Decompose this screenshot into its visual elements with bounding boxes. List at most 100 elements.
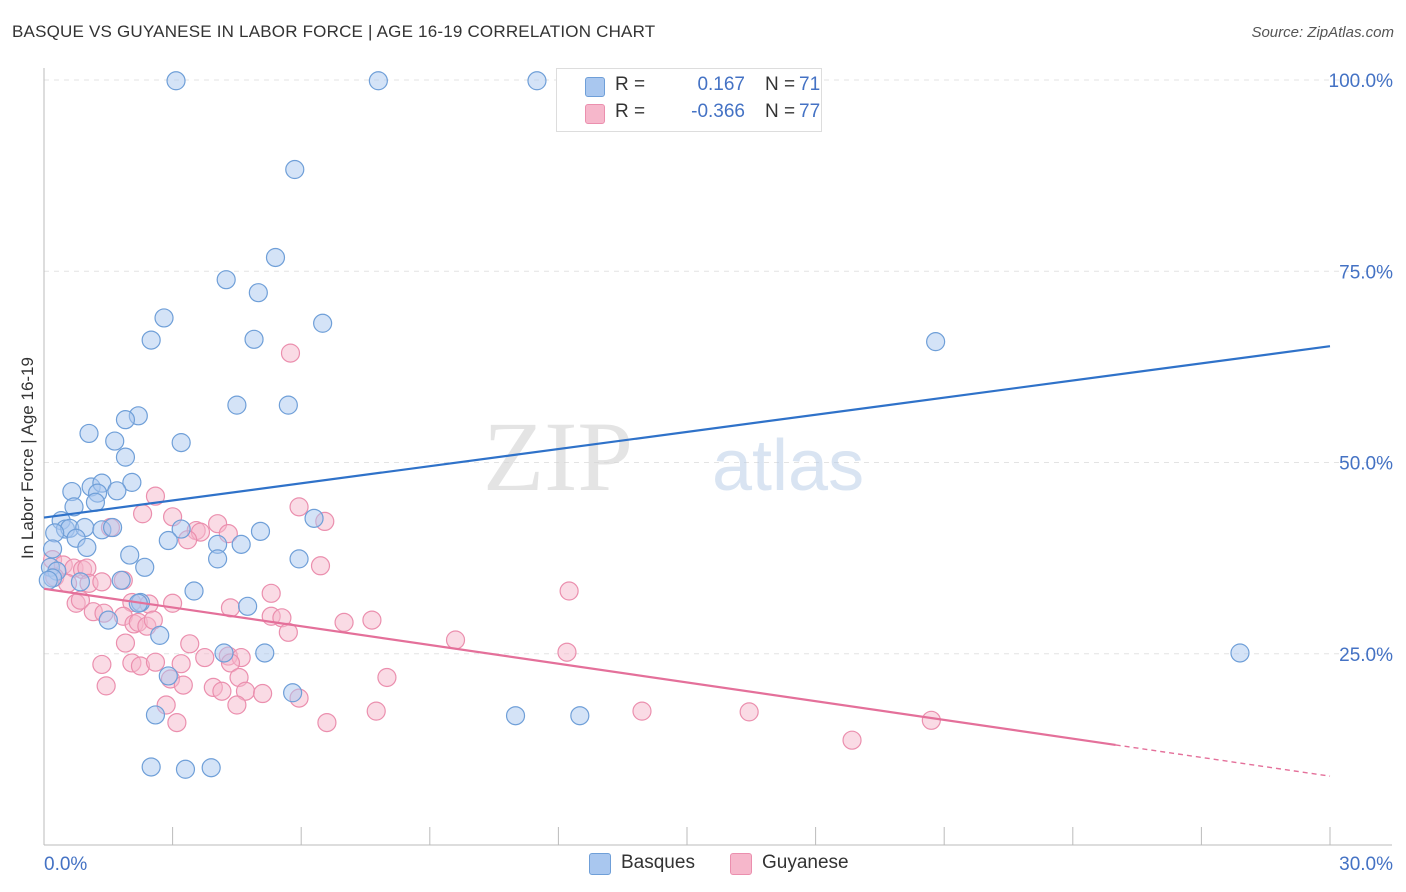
- guyanese-point: [366, 701, 386, 721]
- basques-point: [42, 539, 63, 559]
- basques-point: [238, 596, 258, 616]
- basques-point: [166, 71, 186, 91]
- x-tick-label: 0.0%: [44, 854, 87, 875]
- guyanese-point: [195, 647, 215, 668]
- basques-point: [158, 530, 178, 551]
- guyanese-trend-line: [43, 587, 1116, 747]
- trend-layer: [43, 345, 1331, 777]
- r-value: 0.167: [697, 74, 745, 95]
- guyanese-point: [632, 701, 652, 721]
- basques-point: [38, 570, 58, 590]
- basques-point: [141, 330, 161, 350]
- basques-point: [527, 71, 547, 91]
- grid-layer: [44, 79, 1392, 655]
- basques-point: [231, 534, 251, 554]
- guyanese-point: [921, 710, 941, 730]
- basques-point: [111, 570, 131, 590]
- guyanese-point: [227, 695, 247, 715]
- guyanese-point: [280, 343, 301, 363]
- guyanese-point: [842, 730, 862, 750]
- guyanese-point: [212, 681, 232, 701]
- basques-point: [304, 508, 324, 528]
- guyanese-point: [96, 676, 116, 696]
- basques-point: [102, 517, 123, 538]
- basques-point: [505, 706, 526, 726]
- guyanese-point: [171, 654, 191, 674]
- basques-point: [154, 308, 174, 328]
- basques-point: [105, 431, 125, 451]
- basques-swatch: [585, 77, 605, 97]
- basques-point: [248, 283, 268, 303]
- chart-title: BASQUE VS GUYANESE IN LABOR FORCE | AGE …: [12, 22, 656, 41]
- guyanese-point: [261, 583, 281, 603]
- basques-legend-swatch: [589, 853, 611, 875]
- basques-point: [77, 537, 97, 558]
- guyanese-point: [445, 630, 466, 650]
- guyanese-point: [145, 652, 166, 672]
- guyanese-trend-line-dashed: [1115, 744, 1331, 777]
- basques-point: [289, 549, 309, 569]
- guyanese-point: [559, 581, 579, 601]
- basques-point: [141, 757, 161, 777]
- guyanese-point: [557, 642, 577, 662]
- basques-point: [283, 683, 303, 703]
- guyanese-point: [362, 610, 382, 630]
- basques-point: [216, 270, 236, 290]
- guyanese-point: [92, 572, 112, 592]
- x-tick-label: 30.0%: [1339, 854, 1393, 875]
- guyanese-point: [739, 702, 759, 722]
- r-label: R =: [615, 101, 646, 122]
- basques-point: [250, 521, 271, 541]
- guyanese-point: [289, 497, 309, 517]
- guyanese-point: [145, 486, 166, 506]
- basques-point: [368, 71, 388, 91]
- source-label: Source: ZipAtlas.com: [1251, 24, 1394, 41]
- basques-point: [184, 581, 204, 601]
- n-value: 77: [799, 101, 821, 122]
- guyanese-point: [132, 504, 153, 524]
- basques-point: [175, 759, 196, 779]
- watermark-atlas: atlas: [712, 426, 864, 506]
- basques-point: [285, 159, 305, 180]
- basques-point: [255, 643, 275, 663]
- n-label: N =: [765, 101, 796, 122]
- basques-point: [244, 329, 264, 349]
- guyanese-legend-swatch: [730, 853, 752, 875]
- axis-layer: [43, 68, 1392, 846]
- guyanese-point: [180, 634, 200, 654]
- guyanese-point: [317, 712, 337, 733]
- basques-point: [1230, 643, 1250, 663]
- basques-point: [227, 395, 247, 415]
- basques-point: [115, 410, 136, 430]
- guyanese-point: [163, 593, 183, 613]
- points-layer: [38, 68, 1250, 779]
- guyanese-point: [310, 556, 331, 576]
- stats-legend: R = 0.167 N = 71 R = -0.366 N = 77: [556, 68, 822, 132]
- basques-point: [107, 481, 127, 501]
- guyanese-swatch: [585, 104, 605, 124]
- basques-point: [171, 433, 191, 453]
- r-label: R =: [615, 74, 646, 95]
- y-tick-label: 75.0%: [1339, 262, 1393, 283]
- basques-point: [120, 545, 140, 565]
- guyanese-point: [92, 654, 112, 675]
- basques-point: [115, 447, 136, 467]
- basques-legend-label: Basques: [621, 852, 695, 873]
- guyanese-point: [167, 712, 187, 733]
- n-label: N =: [765, 74, 796, 95]
- basques-point: [208, 549, 228, 569]
- basques-point: [85, 492, 106, 512]
- guyanese-point: [173, 675, 193, 695]
- basques-point: [214, 643, 234, 663]
- basques-point: [45, 523, 65, 543]
- basques-point: [150, 625, 170, 645]
- basques-point: [158, 666, 178, 686]
- basques-point: [201, 758, 221, 778]
- y-tick-label: 50.0%: [1339, 454, 1393, 475]
- basques-point: [278, 395, 298, 415]
- basques-point: [570, 706, 590, 726]
- basques-point: [145, 705, 166, 725]
- y-tick-label: 100.0%: [1329, 71, 1394, 92]
- guyanese-legend-label: Guyanese: [762, 852, 849, 873]
- basques-point: [98, 610, 118, 630]
